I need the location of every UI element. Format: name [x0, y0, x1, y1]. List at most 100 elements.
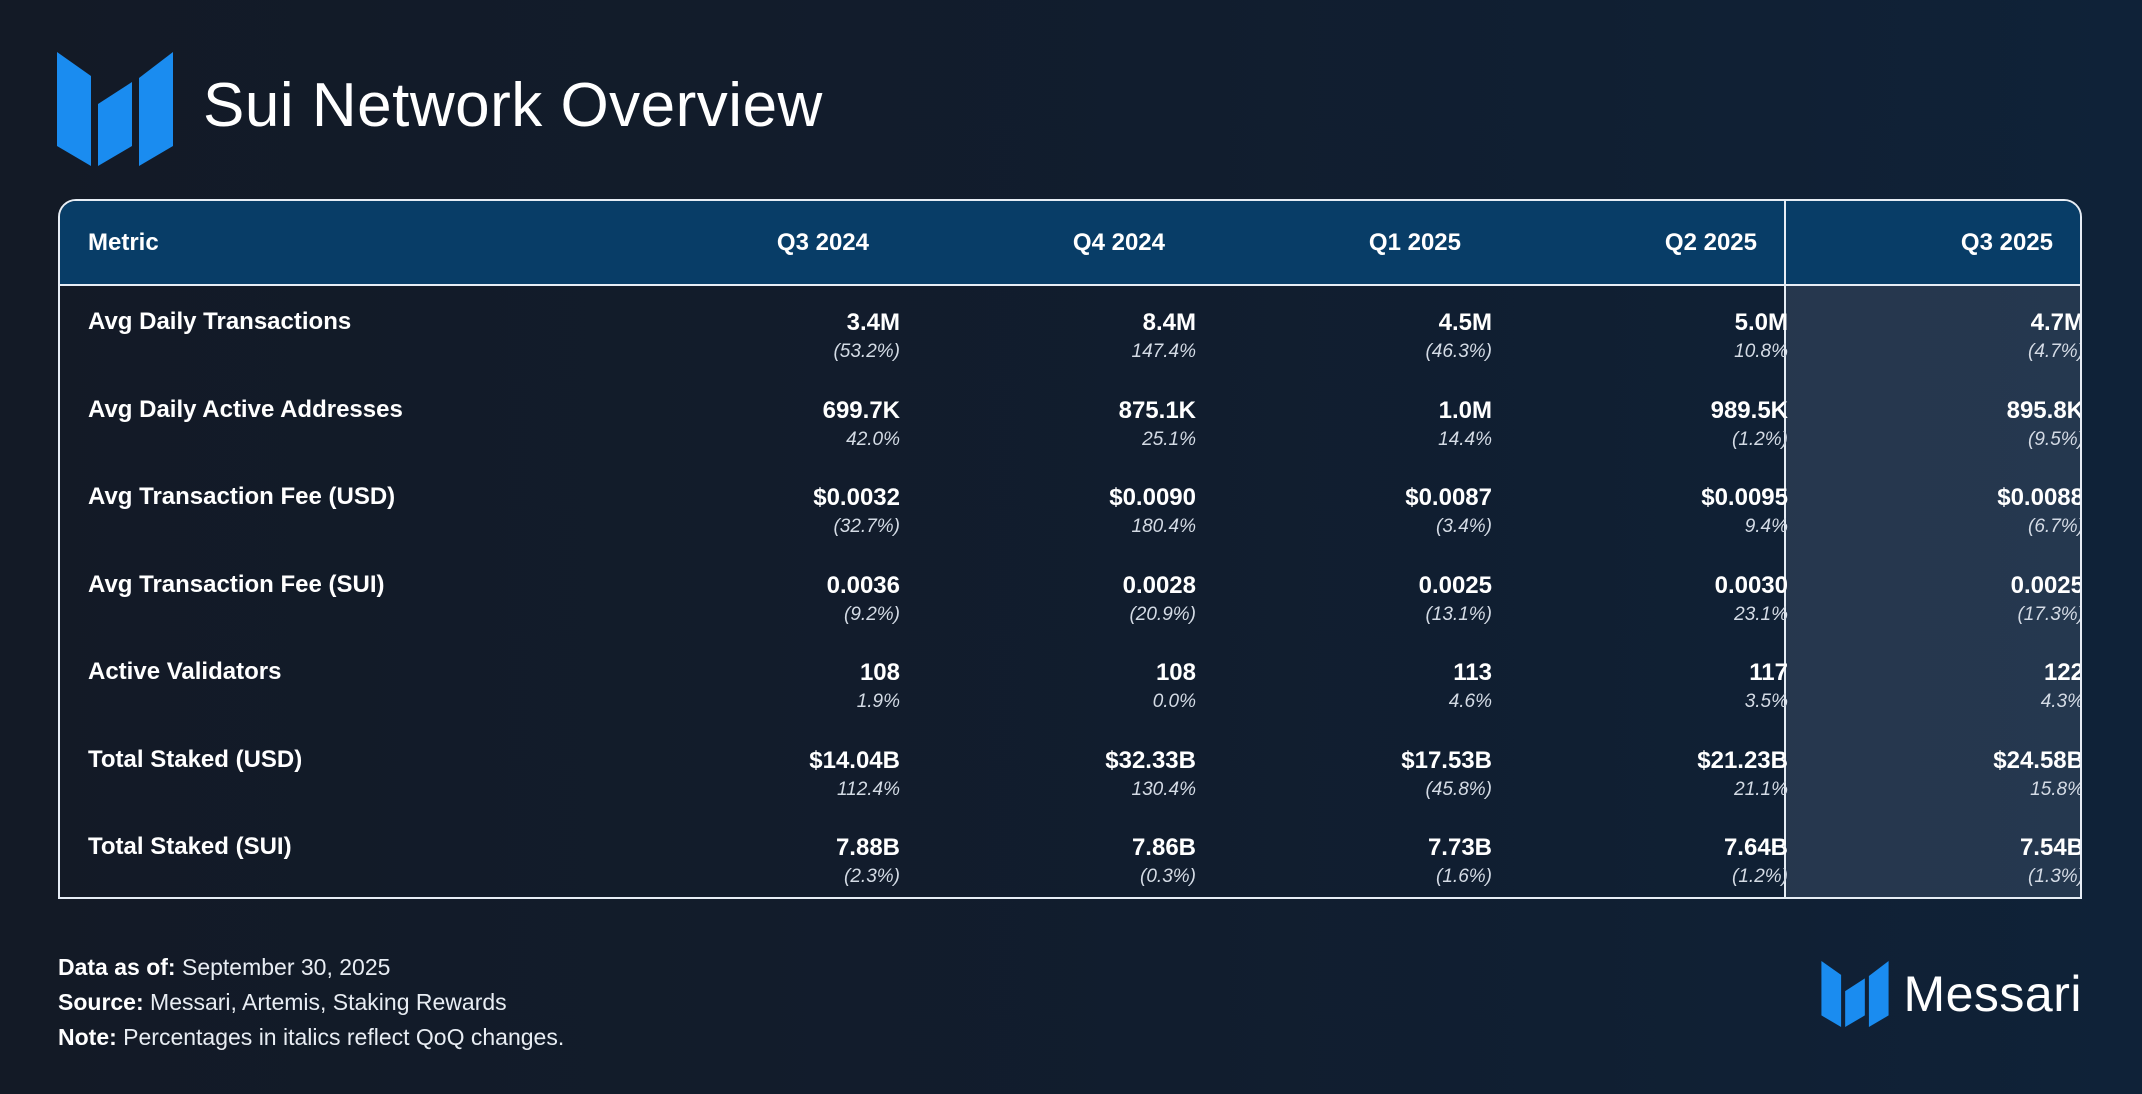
source-label: Source: — [58, 989, 144, 1015]
value-cell: 117 3.5% — [1548, 658, 1788, 716]
metric-label: Avg Transaction Fee (USD) — [88, 483, 396, 510]
qoq-change: 130.4% — [1131, 778, 1196, 800]
metric-value: $21.23B — [1697, 746, 1788, 774]
page-title: Sui Network Overview — [203, 71, 823, 140]
value-cell: 7.86B (0.3%) — [956, 833, 1196, 891]
qoq-change: (46.3%) — [1425, 341, 1492, 362]
qoq-change: 180.4% — [1131, 516, 1196, 537]
source-line: Source: Messari, Artemis, Staking Reward… — [58, 985, 564, 1020]
qoq-change: (20.9%) — [1129, 603, 1196, 625]
qoq-change: (0.3%) — [1140, 866, 1196, 887]
qoq-change: (4.7%) — [2028, 341, 2082, 362]
metric-label: Avg Daily Active Addresses — [88, 395, 403, 423]
value-cell: $17.53B (45.8%) — [1252, 746, 1492, 804]
value-cell: $0.0032 (32.7%) — [660, 483, 900, 541]
value-cell: 0.0036 (9.2%) — [660, 571, 900, 629]
value-cell: 7.64B (1.2%) — [1548, 833, 1788, 891]
qoq-change: (9.5%) — [2028, 428, 2082, 450]
value-cell: 5.0M 10.8% — [1548, 308, 1788, 366]
qoq-change: 9.4% — [1744, 516, 1788, 537]
qoq-change: (53.2%) — [833, 341, 900, 362]
metric-value: 0.0025 — [2010, 571, 2082, 599]
metric-value: 0.0030 — [1714, 571, 1788, 599]
metric-value: 0.0036 — [826, 571, 900, 599]
note-value: Percentages in italics reflect QoQ chang… — [123, 1024, 565, 1050]
metric-value: 108 — [859, 659, 900, 686]
table-header-row: Metric Q3 2024 Q4 2024 Q1 2025 Q2 2025 Q… — [60, 201, 2080, 286]
metric-label: Avg Daily Transactions — [88, 308, 352, 335]
qoq-change: 21.1% — [1734, 778, 1788, 800]
column-header-metric: Metric — [88, 229, 159, 256]
footnotes: Data as of: September 30, 2025 Source: M… — [58, 950, 564, 1055]
messari-brand-icon — [1821, 961, 1890, 1027]
metric-value: 7.88B — [835, 834, 900, 861]
value-cell: 108 1.9% — [660, 658, 900, 716]
note-label: Note: — [58, 1024, 117, 1050]
brand-name: Messari — [1903, 966, 2082, 1022]
qoq-change: (32.7%) — [833, 516, 900, 537]
qoq-change: (3.4%) — [1436, 516, 1492, 537]
value-cell: 989.5K (1.2%) — [1548, 396, 1788, 454]
value-cell: 3.4M (53.2%) — [660, 308, 900, 366]
value-cell: 0.0025 (13.1%) — [1252, 571, 1492, 629]
qoq-change: (17.3%) — [2017, 603, 2082, 625]
value-cell: 7.54B (1.3%) — [1844, 833, 2080, 891]
table-row: Active Validators 108 1.9% 108 0.0% 113 4.6% 11… — [60, 636, 2080, 723]
metric-value: $24.58B — [1993, 746, 2082, 774]
table-row: Avg Daily Transactions 3.4M (53.2%) 8.4M 147… — [60, 286, 2080, 373]
metric-value: 1.0M — [1438, 396, 1492, 424]
qoq-change: 4.3% — [2040, 691, 2082, 712]
qoq-change: (9.2%) — [844, 603, 900, 625]
highlighted-column-bg — [1785, 286, 2080, 897]
metric-label: Total Staked (USD) — [88, 745, 303, 773]
metric-value: 113 — [1453, 659, 1492, 686]
value-cell: $24.58B 15.8% — [1844, 746, 2082, 804]
metric-value: 108 — [1155, 659, 1196, 686]
metric-value: 7.86B — [1131, 834, 1196, 861]
qoq-change: (1.6%) — [1436, 866, 1492, 887]
value-cell: 4.5M (46.3%) — [1252, 308, 1492, 366]
value-cell: $14.04B 112.4% — [660, 746, 900, 804]
qoq-change: 147.4% — [1131, 341, 1196, 362]
metric-value: 7.64B — [1723, 834, 1788, 861]
table-row: Avg Daily Active Addresses 699.7K 42.0% 875… — [60, 374, 2080, 461]
metric-value: $32.33B — [1105, 746, 1196, 774]
value-cell: 0.0025 (17.3%) — [1844, 571, 2082, 629]
value-cell: 113 4.6% — [1252, 658, 1492, 716]
value-cell: 1.0M 14.4% — [1252, 396, 1492, 454]
qoq-change: 23.1% — [1734, 603, 1788, 625]
table-row: Total Staked (USD) $14.04B 112.4% $32.33B 13… — [60, 724, 2080, 811]
table-row: Avg Transaction Fee (USD) $0.0032 (32.7%) $… — [60, 461, 2080, 548]
qoq-change: 42.0% — [846, 428, 900, 450]
metric-value: 5.0M — [1734, 309, 1788, 336]
metric-value: 895.8K — [2006, 396, 2082, 424]
brand-logo: Messari — [1821, 960, 2082, 1028]
value-cell: 7.88B (2.3%) — [660, 833, 900, 891]
qoq-change: 3.5% — [1744, 691, 1788, 712]
value-cell: $0.0095 9.4% — [1548, 483, 1788, 541]
column-header-q2-2025: Q2 2025 — [1664, 229, 1757, 256]
data-as-of-value: September 30, 2025 — [181, 954, 391, 980]
qoq-change: 25.1% — [1142, 428, 1196, 450]
qoq-change: (1.2%) — [1732, 428, 1788, 450]
qoq-change: (6.7%) — [2028, 516, 2082, 537]
metric-value: $17.53B — [1401, 746, 1492, 774]
value-cell: 699.7K 42.0% — [660, 396, 900, 454]
value-cell: $32.33B 130.4% — [956, 746, 1196, 804]
value-cell: 0.0030 23.1% — [1548, 571, 1788, 629]
source-value: Messari, Artemis, Staking Rewards — [150, 989, 507, 1015]
column-header-q3-2025: Q3 2025 — [1960, 229, 2053, 256]
value-cell: $21.23B 21.1% — [1548, 746, 1788, 804]
metric-value: 4.7M — [2030, 309, 2082, 336]
table-row: Total Staked (SUI) 7.88B (2.3%) 7.86B (0.3%)… — [60, 811, 2080, 897]
metric-value: 3.4M — [846, 309, 900, 336]
metric-label: Active Validators — [88, 658, 282, 685]
metric-value: 699.7K — [822, 396, 900, 424]
metric-value: $0.0087 — [1405, 484, 1492, 511]
metric-value: 0.0028 — [1122, 571, 1196, 599]
metric-value: 875.1K — [1118, 396, 1196, 424]
metric-value: $0.0090 — [1109, 484, 1196, 511]
value-cell: 895.8K (9.5%) — [1844, 396, 2082, 454]
column-header-q1-2025: Q1 2025 — [1368, 229, 1461, 256]
value-cell: $0.0087 (3.4%) — [1252, 483, 1492, 541]
